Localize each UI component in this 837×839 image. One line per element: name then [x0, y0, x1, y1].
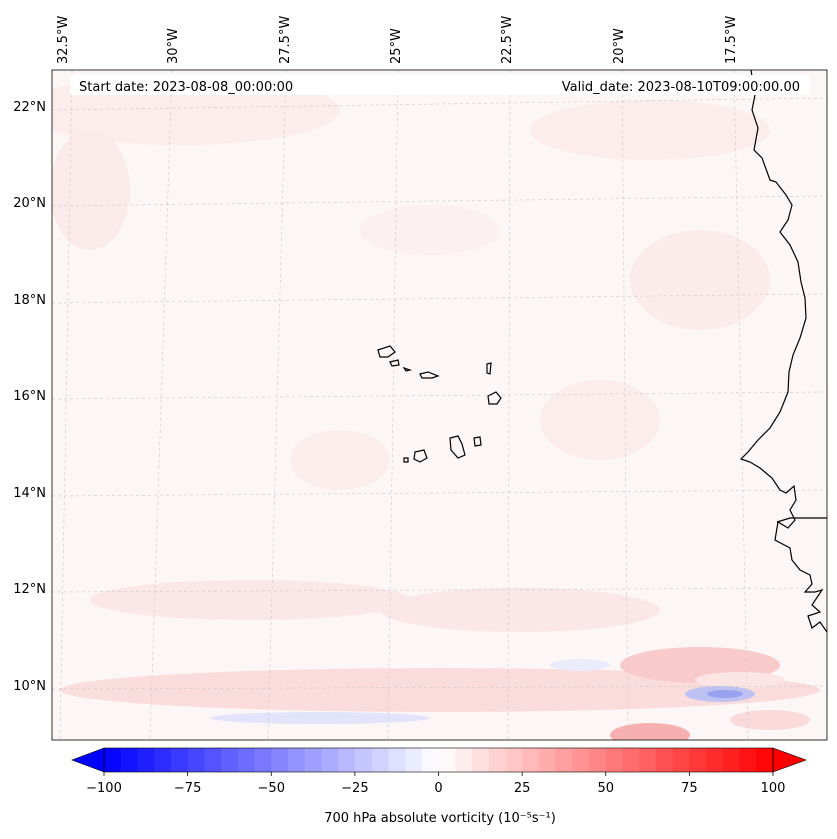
graticule: [52, 70, 827, 740]
lat-label: 20°N: [13, 196, 46, 211]
sao-vicente-island: [389, 359, 400, 367]
colorbar-segment: [522, 748, 540, 772]
colorbar-segment: [471, 748, 490, 772]
colorbar-segment: [371, 748, 389, 772]
brava-island: [403, 457, 409, 463]
sao-nicolau-island: [419, 371, 440, 379]
colorbar-segment: [254, 748, 272, 772]
coastlines: [739, 70, 827, 633]
colorbar-segment: [388, 748, 406, 772]
lon-label: 30°W: [166, 28, 181, 64]
colorbar-segment: [572, 748, 590, 772]
colorbar-segment: [555, 748, 573, 772]
lat-label: 22°N: [13, 100, 46, 115]
colorbar-tick-label: 75: [681, 781, 698, 796]
lon-label: 22.5°W: [500, 16, 515, 64]
lat-label: 12°N: [13, 582, 46, 597]
colorbar-tick-label: 0: [434, 781, 442, 796]
colorbar-segment: [338, 748, 356, 772]
colorbar-segment: [488, 748, 506, 772]
colorbar-segment: [756, 748, 774, 772]
colorbar-tick-label: −100: [86, 781, 122, 796]
colorbar-tick-label: 100: [761, 781, 786, 796]
colorbar-segment: [221, 748, 239, 772]
vorticity-patches: [52, 75, 820, 740]
longitude-labels: 32.5°W 30°W 27.5°W 25°W 22.5°W 20°W 17.5…: [56, 16, 739, 64]
colorbar-segment: [237, 748, 256, 772]
lat-label: 16°N: [13, 389, 46, 404]
fogo-island: [413, 449, 428, 463]
colorbar-segment: [438, 748, 456, 772]
colorbar-segment: [104, 748, 122, 772]
lon-label: 20°W: [612, 28, 627, 64]
colorbar-segment: [739, 748, 757, 772]
colorbar: −100 −75 −50 −25 0 25 50 75 100 700 hPa absolute…: [71, 747, 807, 826]
colorbar-segment: [120, 748, 138, 772]
santiago-island: [449, 435, 466, 459]
vorticity-field: [52, 70, 827, 740]
colorbar-segment: [405, 748, 423, 772]
map-panel: [52, 70, 827, 740]
lon-label: 27.5°W: [278, 16, 293, 64]
maio-island: [473, 436, 482, 447]
colorbar-segment: [689, 748, 707, 772]
colorbar-segments: [104, 748, 774, 772]
colorbar-segment: [706, 748, 724, 772]
lon-label: 32.5°W: [56, 16, 71, 64]
africa-coastline: [739, 70, 827, 633]
colorbar-segment: [505, 748, 523, 772]
colorbar-segment: [271, 748, 289, 772]
colorbar-segment: [421, 748, 440, 772]
lon-label: 17.5°W: [724, 16, 739, 64]
colorbar-min-extension: [71, 747, 105, 773]
colorbar-segment: [589, 748, 607, 772]
colorbar-segment: [639, 748, 657, 772]
colorbar-segment: [187, 748, 205, 772]
colorbar-segment: [655, 748, 674, 772]
latitude-labels: 22°N 20°N 18°N 16°N 14°N 12°N 10°N: [13, 100, 46, 694]
colorbar-segment: [672, 748, 690, 772]
colorbar-segment: [622, 748, 640, 772]
lat-label: 10°N: [13, 679, 46, 694]
lon-label: 25°W: [389, 28, 404, 64]
colorbar-segment: [321, 748, 339, 772]
colorbar-tick-label: −50: [258, 781, 285, 796]
santo-antao-island: [377, 345, 396, 358]
lat-label: 14°N: [13, 486, 46, 501]
colorbar-segment: [538, 748, 557, 772]
colorbar-segment: [154, 748, 172, 772]
lat-label: 18°N: [13, 293, 46, 308]
colorbar-tick-label: 50: [597, 781, 614, 796]
colorbar-tick-label: −75: [174, 781, 201, 796]
colorbar-ticks: −100 −75 −50 −25 0 25 50 75 100: [86, 772, 785, 796]
colorbar-segment: [137, 748, 155, 772]
colorbar-tick-label: 25: [514, 781, 531, 796]
cape-verde-islands: [377, 345, 502, 463]
colorbar-segment: [605, 748, 623, 772]
colorbar-segment: [170, 748, 189, 772]
colorbar-label: 700 hPa absolute vorticity (10⁻⁵s⁻¹): [324, 811, 556, 826]
colorbar-segment: [354, 748, 373, 772]
start-date-label: Start date: 2023-08-08_00:00:00: [79, 80, 293, 95]
santa-luzia-island: [402, 366, 413, 372]
colorbar-segment: [722, 748, 741, 772]
colorbar-max-extension: [772, 747, 807, 773]
sal-island: [486, 362, 492, 375]
map-frame: [51, 69, 828, 741]
header-band: [70, 75, 810, 95]
colorbar-segment: [304, 748, 322, 772]
valid-date-label: Valid_date: 2023-08-10T09:00:00.00: [562, 80, 800, 95]
africa-coastline-east: [776, 517, 827, 523]
colorbar-segment: [455, 748, 473, 772]
colorbar-tick-label: −25: [341, 781, 368, 796]
colorbar-segment: [204, 748, 222, 772]
boa-vista-island: [487, 391, 502, 405]
colorbar-segment: [287, 748, 306, 772]
